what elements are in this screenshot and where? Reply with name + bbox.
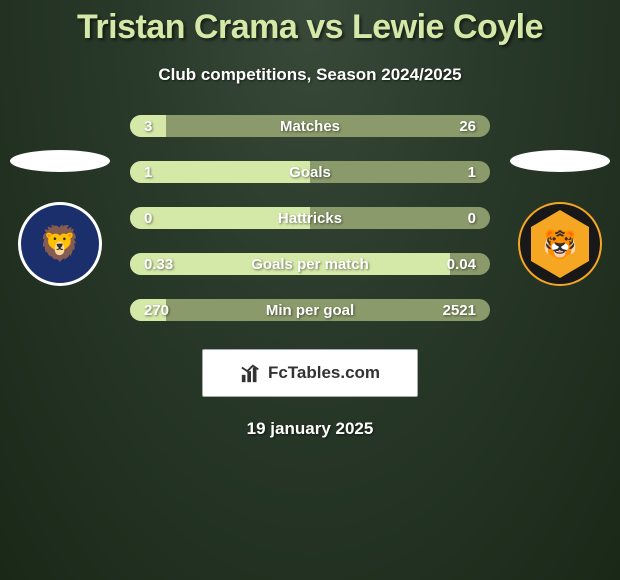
stat-value-left: 3 [144, 115, 152, 137]
bar-chart-icon [240, 362, 262, 384]
subtitle: Club competitions, Season 2024/2025 [158, 65, 461, 85]
main-row: 🦁 3 Matches 26 1 Goals 1 0 Hattricks 0 0.33 Goals … [0, 115, 620, 321]
stat-row: 270 Min per goal 2521 [130, 299, 490, 321]
right-club-badge: 🐯 [518, 202, 602, 286]
stat-row: 1 Goals 1 [130, 161, 490, 183]
left-club-badge: 🦁 [18, 202, 102, 286]
stat-value-right: 1 [468, 161, 476, 183]
stat-row: 0 Hattricks 0 [130, 207, 490, 229]
stat-label: Matches [280, 118, 340, 135]
site-attribution: FcTables.com [202, 349, 418, 397]
tiger-icon: 🐯 [531, 210, 589, 278]
stat-label: Min per goal [266, 302, 354, 319]
stat-value-right: 0 [468, 207, 476, 229]
stat-value-left: 1 [144, 161, 152, 183]
left-player-col: 🦁 [10, 150, 110, 286]
stat-row: 0.33 Goals per match 0.04 [130, 253, 490, 275]
left-flag-icon [10, 150, 110, 172]
stat-row: 3 Matches 26 [130, 115, 490, 137]
stat-value-left: 0 [144, 207, 152, 229]
page-title: Tristan Crama vs Lewie Coyle [77, 8, 543, 47]
site-label: FcTables.com [268, 363, 380, 383]
lion-icon: 🦁 [39, 224, 81, 264]
stat-value-left: 0.33 [144, 253, 173, 275]
stat-bar-fill [130, 161, 310, 183]
stat-value-right: 26 [459, 115, 476, 137]
stats-column: 3 Matches 26 1 Goals 1 0 Hattricks 0 0.33 Goals pe… [130, 115, 490, 321]
right-player-col: 🐯 [510, 150, 610, 286]
stat-label: Hattricks [278, 210, 342, 227]
stat-value-right: 2521 [443, 299, 476, 321]
stat-value-right: 0.04 [447, 253, 476, 275]
right-flag-icon [510, 150, 610, 172]
comparison-card: Tristan Crama vs Lewie Coyle Club compet… [0, 0, 620, 439]
stat-value-left: 270 [144, 299, 169, 321]
stat-label: Goals per match [251, 256, 369, 273]
stat-label: Goals [289, 164, 331, 181]
date-label: 19 january 2025 [247, 419, 374, 439]
